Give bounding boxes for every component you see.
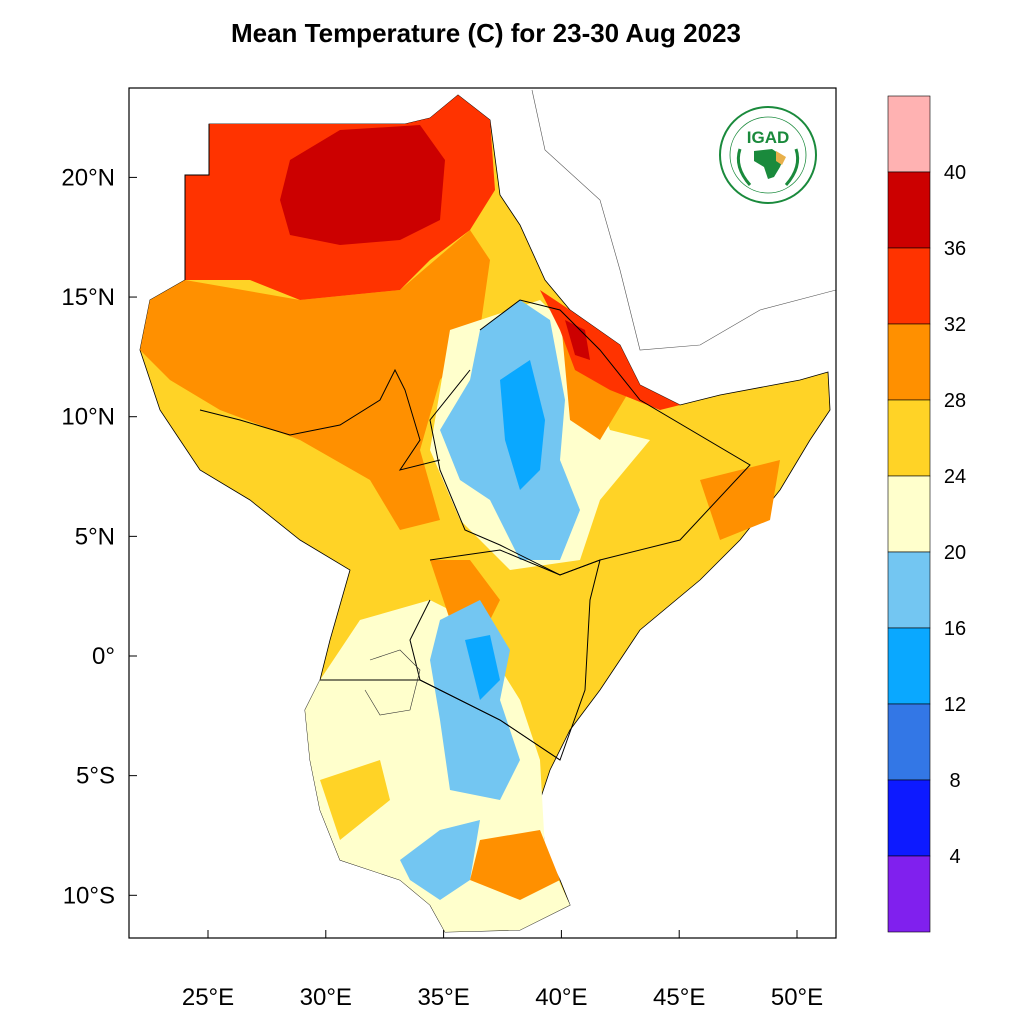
colorbar-swatch	[887, 323, 931, 401]
lake-victoria	[364, 649, 421, 716]
x-tick-label: 40°E	[535, 984, 587, 1011]
x-tick-label: 50°E	[771, 984, 823, 1011]
colorbar-label: 20	[944, 542, 966, 564]
colorbar-label: 40	[944, 162, 966, 184]
chart-title: Mean Temperature (C) for 23-30 Aug 2023	[230, 18, 742, 48]
y-tick-label: 20°N	[61, 164, 115, 191]
colorbar-label: 4	[949, 846, 960, 868]
colorbar-label: 16	[944, 618, 966, 640]
x-tick-label: 45°E	[653, 984, 705, 1011]
colorbar-label: 8	[949, 770, 960, 792]
y-tick-label: 5°S	[76, 763, 115, 790]
region-28-32-tanzania	[470, 830, 560, 900]
region-16-20-tanzania	[400, 820, 480, 900]
colorbar-swatch	[887, 95, 931, 173]
colorbar-swatch	[887, 475, 931, 553]
region-16-20-kenya	[430, 600, 520, 800]
x-tick-label: 25°E	[182, 984, 234, 1011]
y-tick-label: 0°	[92, 643, 115, 670]
border-uganda-tanzania	[320, 679, 561, 761]
colorbar-label: 36	[944, 238, 966, 260]
igad-logo: IGAD	[719, 106, 817, 204]
y-tick-label: 10°N	[61, 404, 115, 431]
border-sudan-chad	[184, 124, 210, 280]
y-tick-label: 15°N	[61, 284, 115, 311]
colorbar-label: 28	[944, 390, 966, 412]
region-36-40-coast	[565, 320, 590, 360]
border-ethiopia	[429, 299, 751, 576]
colorbar-swatch	[887, 703, 931, 781]
colorbar-swatch	[887, 627, 931, 705]
region-32-36-coast	[540, 290, 680, 410]
plot-frame	[128, 87, 837, 939]
colorbar-swatch	[887, 247, 931, 325]
svg-text:IGAD: IGAD	[747, 128, 790, 147]
x-tick-label: 35°E	[417, 984, 469, 1011]
x-tick-label: 30°E	[300, 984, 352, 1011]
colorbar-label: 32	[944, 314, 966, 336]
y-tick-label: 10°S	[63, 882, 115, 909]
region-12-16-kenya	[465, 635, 500, 700]
colorbar-swatch	[887, 779, 931, 857]
region-12-16-ethiopia	[500, 360, 545, 490]
colorbar-swatch	[887, 855, 931, 933]
region-24-28-tanzania	[320, 760, 390, 840]
region-28-32-somalia	[700, 460, 780, 540]
y-tick-label: 5°N	[75, 523, 115, 550]
border-sudan-south-sudan	[199, 368, 441, 471]
region-36-40-north	[280, 125, 445, 245]
colorbar-swatch	[887, 551, 931, 629]
colorbar-swatch	[887, 399, 931, 477]
arabia-coastline	[531, 89, 837, 351]
colorbar: 40 36 32 28 24 20 16 12 8 4	[887, 95, 966, 933]
colorbar-label: 24	[944, 466, 966, 488]
colorbar-label: 12	[944, 694, 966, 716]
region-28-32-sudan	[140, 230, 490, 530]
colorbar-swatch	[887, 171, 931, 249]
